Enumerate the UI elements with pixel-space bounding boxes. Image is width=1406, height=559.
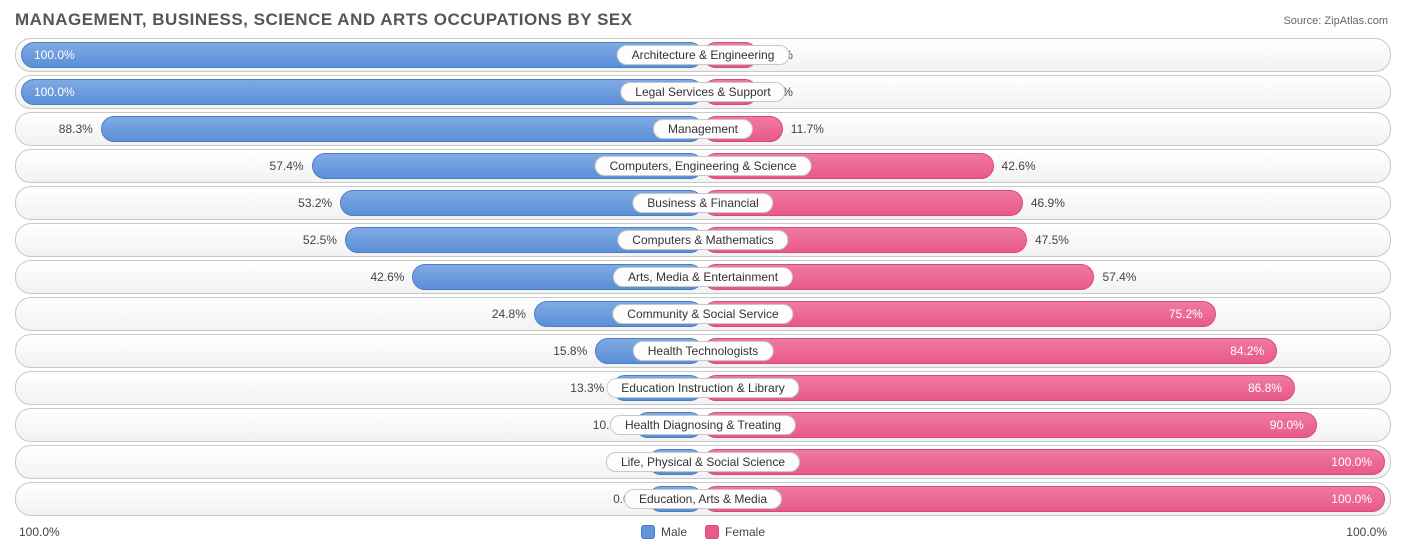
source-value: ZipAtlas.com [1324,15,1388,27]
female-half: 86.8% [703,375,1385,401]
female-pct-label: 46.9% [1031,196,1065,210]
male-pct-label: 57.4% [270,159,304,173]
chart-footer: 100.0% Male Female 100.0% [15,519,1391,539]
category-label: Computers & Mathematics [617,230,788,250]
female-half: 75.2% [703,301,1385,327]
female-bar: 100.0% [703,486,1385,512]
chart-row: 10.0% 90.0% Health Diagnosing & Treating [15,408,1391,442]
male-swatch-icon [641,525,655,539]
category-label: Education, Arts & Media [624,489,782,509]
female-pct-label: 86.8% [1248,381,1282,395]
male-half: 100.0% [21,42,703,68]
female-pct-label: 100.0% [1331,492,1372,506]
male-pct-label: 24.8% [492,307,526,321]
female-pct-label: 11.7% [791,122,824,136]
male-pct-label: 52.5% [303,233,337,247]
source-label: Source: [1283,15,1321,27]
occupations-chart: 100.0%0.0%Architecture & Engineering100.… [15,38,1391,516]
legend-female: Female [705,525,765,539]
female-pct-label: 84.2% [1230,344,1264,358]
male-half: 88.3% [21,116,703,142]
male-bar: 100.0% [21,79,703,105]
male-half: 52.5% [21,227,703,253]
female-pct-label: 42.6% [1002,159,1036,173]
category-label: Architecture & Engineering [617,45,790,65]
category-label: Health Technologists [633,341,774,361]
male-pct-label: 13.3% [570,381,604,395]
female-bar: 100.0% [703,449,1385,475]
female-half: 100.0% [703,486,1385,512]
male-pct-label: 53.2% [298,196,332,210]
male-half: 10.0% [21,412,703,438]
female-half: 90.0% [703,412,1385,438]
female-pct-label: 90.0% [1270,418,1304,432]
male-half: 0.0% [21,449,703,475]
male-pct-label: 100.0% [34,85,75,99]
category-label: Life, Physical & Social Science [606,452,800,472]
axis-right-max: 100.0% [1327,525,1387,539]
chart-row: 42.6% 57.4% Arts, Media & Entertainment [15,260,1391,294]
chart-title: MANAGEMENT, BUSINESS, SCIENCE AND ARTS O… [15,10,1391,30]
male-pct-label: 100.0% [34,48,75,62]
chart-row: 52.5% 47.5% Computers & Mathematics [15,223,1391,257]
female-half: 0.0% [703,79,1385,105]
female-pct-label: 57.4% [1102,270,1136,284]
category-label: Health Diagnosing & Treating [610,415,796,435]
chart-row: 15.8% 84.2% Health Technologists [15,334,1391,368]
category-label: Arts, Media & Entertainment [613,267,793,287]
male-half: 15.8% [21,338,703,364]
female-pct-label: 75.2% [1169,307,1203,321]
female-half: 0.0% [703,42,1385,68]
legend-female-label: Female [725,525,765,539]
female-half: 100.0% [703,449,1385,475]
female-pct-label: 100.0% [1331,455,1372,469]
chart-row: 100.0% 0.0%Architecture & Engineering [15,38,1391,72]
female-half: 11.7% [703,116,1385,142]
male-half: 0.0% [21,486,703,512]
category-label: Legal Services & Support [620,82,785,102]
male-pct-label: 88.3% [59,122,93,136]
legend: Male Female [79,525,1327,539]
male-bar [101,116,703,142]
female-half: 47.5% [703,227,1385,253]
category-label: Community & Social Service [612,304,793,324]
chart-row: 57.4% 42.6% Computers, Engineering & Scien… [15,149,1391,183]
chart-row: 0.0% 100.0% Life, Physical & Social Scienc… [15,445,1391,479]
female-bar: 84.2% [703,338,1277,364]
category-label: Business & Financial [632,193,773,213]
chart-row: 88.3% 11.7% Management [15,112,1391,146]
legend-male-label: Male [661,525,687,539]
category-label: Education Instruction & Library [606,378,799,398]
female-swatch-icon [705,525,719,539]
male-half: 42.6% [21,264,703,290]
female-half: 57.4% [703,264,1385,290]
male-half: 13.3% [21,375,703,401]
female-pct-label: 47.5% [1035,233,1069,247]
female-half: 46.9% [703,190,1385,216]
chart-row: 53.2% 46.9% Business & Financial [15,186,1391,220]
category-label: Management [653,119,753,139]
male-half: 53.2% [21,190,703,216]
category-label: Computers, Engineering & Science [595,156,812,176]
chart-row: 0.0% 100.0% Education, Arts & Media [15,482,1391,516]
male-half: 100.0% [21,79,703,105]
female-half: 84.2% [703,338,1385,364]
male-pct-label: 42.6% [370,270,404,284]
chart-row: 13.3% 86.8% Education Instruction & Librar… [15,371,1391,405]
male-bar: 100.0% [21,42,703,68]
male-pct-label: 15.8% [553,344,587,358]
chart-row: 100.0% 0.0%Legal Services & Support [15,75,1391,109]
axis-left-max: 100.0% [19,525,79,539]
chart-row: 24.8% 75.2% Community & Social Service [15,297,1391,331]
source-attribution: Source: ZipAtlas.com [1283,15,1388,27]
legend-male: Male [641,525,687,539]
male-half: 24.8% [21,301,703,327]
